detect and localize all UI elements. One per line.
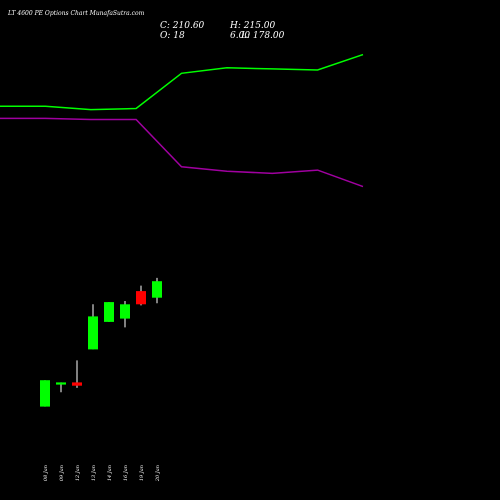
close-label: C: 210.60 [160, 21, 205, 31]
x-tick-label: 12 Jan [75, 465, 81, 481]
candles [40, 277, 162, 407]
open-label: O: 18 [160, 31, 185, 41]
upper-band-line [0, 53, 364, 111]
candle-body-09-jan [56, 382, 66, 385]
x-tick-label: 19 Jan [139, 465, 145, 481]
candle-body-12-jan [72, 382, 82, 386]
high-label: H: 215.00 [229, 21, 276, 31]
band-lines [0, 53, 364, 188]
x-tick-label: 08 Jan [43, 465, 49, 481]
x-tick-label: 13 Jan [91, 465, 97, 481]
x-tick-labels: 08 Jan 09 Jan 12 Jan 13 Jan 14 Jan 16 Jan 19 J… [43, 465, 161, 482]
candle-body-14-jan [104, 302, 114, 322]
candle-body-13-jan [88, 316, 98, 350]
low-label: L: 178.00 [240, 31, 285, 41]
lower-band-line [0, 117, 364, 188]
x-tick-label: 16 Jan [123, 465, 129, 481]
candle-body-16-jan [120, 304, 130, 319]
candle-body-19-jan [136, 291, 146, 305]
x-tick-label: 20 Jan [155, 465, 161, 482]
x-tick-label: 14 Jan [107, 465, 113, 481]
low-overlap-label: 6.00 [230, 31, 250, 41]
candle-body-08-jan [40, 380, 50, 407]
candle-body-20-jan [152, 281, 162, 298]
chart-title: LT 4600 PE Options Chart MunafaSutra.com [7, 10, 145, 17]
x-tick-label: 09 Jan [59, 465, 65, 481]
